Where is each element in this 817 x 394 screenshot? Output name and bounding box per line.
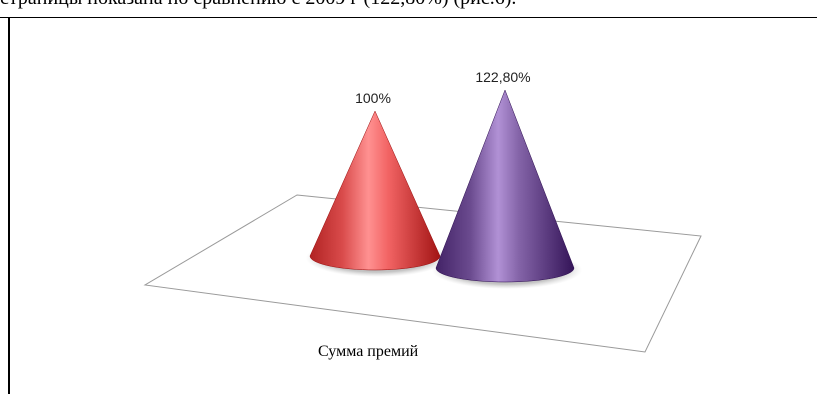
- category-label: Сумма премий: [318, 343, 419, 360]
- data-label-1: 100%: [355, 90, 391, 106]
- left-border-rule: [8, 17, 10, 394]
- cone-body: [435, 89, 575, 283]
- data-label-group: 100% 122,80%: [355, 69, 531, 106]
- cone-2: [432, 89, 582, 289]
- top-border-rule: [0, 17, 817, 18]
- cone-1: [306, 110, 448, 277]
- clipped-document-text: страницы показана по сравнению с 2009 г …: [0, 0, 817, 17]
- chart-floor-plane: [143, 194, 702, 353]
- cone-series-group: [306, 89, 582, 289]
- cone-body: [309, 110, 441, 271]
- data-label-2: 122,80%: [475, 69, 530, 85]
